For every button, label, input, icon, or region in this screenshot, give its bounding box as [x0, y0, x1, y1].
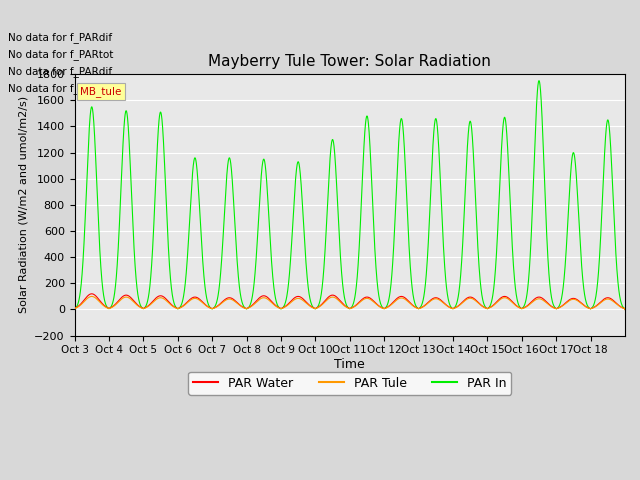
Legend: PAR Water, PAR Tule, PAR In: PAR Water, PAR Tule, PAR In	[188, 372, 511, 395]
Title: Mayberry Tule Tower: Solar Radiation: Mayberry Tule Tower: Solar Radiation	[209, 54, 491, 69]
Text: No data for f_PARtot: No data for f_PARtot	[8, 49, 114, 60]
Text: No data for f_PARdif: No data for f_PARdif	[8, 66, 113, 77]
Text: No data for f_PARtot: No data for f_PARtot	[8, 84, 114, 94]
Text: No data for f_PARdif: No data for f_PARdif	[8, 32, 113, 43]
Text: MB_tule: MB_tule	[80, 86, 122, 97]
X-axis label: Time: Time	[334, 358, 365, 371]
Y-axis label: Solar Radiation (W/m2 and umol/m2/s): Solar Radiation (W/m2 and umol/m2/s)	[19, 96, 29, 313]
